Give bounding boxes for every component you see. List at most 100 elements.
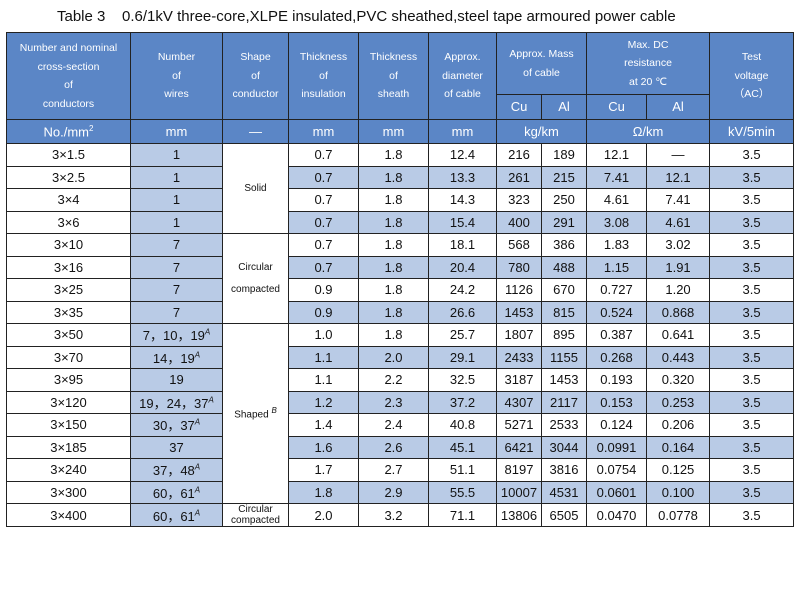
cell-res-cu: 0.0470	[586, 503, 648, 527]
wires-note: A	[194, 350, 201, 360]
table-row: 3×2.5 1 0.7 1.8 13.3 261 215 7.41 12.1 3.5	[6, 165, 795, 189]
cell-mass-al: 215	[540, 165, 588, 189]
cell-insulation: 1.4	[288, 413, 359, 437]
cell-wires: 1	[130, 165, 223, 189]
wires-value: 14，19	[152, 350, 195, 366]
cell-sheath: 1.8	[358, 255, 429, 279]
cell-insulation: 0.7	[288, 255, 359, 279]
cell-diameter: 12.4	[428, 143, 497, 167]
cell-sheath: 2.3	[358, 390, 429, 414]
cell-sheath: 2.7	[358, 458, 429, 482]
cell-res-cu: 0.0601	[586, 480, 648, 504]
cell-insulation: 1.6	[288, 435, 359, 459]
unit-conductors: No./mm2	[6, 119, 131, 144]
wires-value: 7	[172, 237, 181, 253]
cell-voltage: 3.5	[709, 188, 795, 212]
cell-diameter: 37.2	[428, 390, 497, 414]
unit-sheath: mm	[358, 119, 429, 144]
cell-wires: 60，61A	[130, 480, 223, 504]
cell-shape: Solid	[222, 143, 289, 234]
table-row: 3×400 60，61A Circular compacted 2.0 3.2 71.1 1…	[6, 503, 795, 527]
header-mass-al: Al	[540, 94, 588, 120]
cell-res-cu: 0.524	[586, 300, 648, 324]
cell-mass-cu: 1453	[496, 300, 542, 324]
cell-sheath: 2.9	[358, 480, 429, 504]
cell-insulation: 1.7	[288, 458, 359, 482]
cell-mass-cu: 216	[496, 143, 542, 167]
cell-mass-al: 3044	[540, 435, 588, 459]
cell-shape: Shaped B	[222, 323, 289, 504]
cell-insulation: 0.7	[288, 233, 359, 257]
cell-res-cu: 12.1	[586, 143, 648, 167]
cell-size: 3×185	[6, 435, 131, 459]
cell-wires: 14，19A	[130, 345, 223, 369]
cell-mass-al: 1453	[540, 368, 588, 392]
cell-res-al: 7.41	[646, 188, 711, 212]
cell-diameter: 13.3	[428, 165, 497, 189]
cell-size: 3×2.5	[6, 165, 131, 189]
cell-diameter: 15.4	[428, 210, 497, 234]
table-row: 3×1.5 1 Solid 0.7 1.8 12.4 216 189 12.1—3.5	[6, 143, 795, 234]
cell-sheath: 1.8	[358, 165, 429, 189]
cell-voltage: 3.5	[709, 165, 795, 189]
cell-res-al: 0.320	[646, 368, 711, 392]
cell-res-cu: 0.153	[586, 390, 648, 414]
cell-voltage: 3.5	[709, 233, 795, 257]
cell-voltage: 3.5	[709, 435, 795, 459]
cell-insulation: 0.7	[288, 188, 359, 212]
table-row: 3×120 19，24，37A 1.2 2.3 37.2 4307 2117 0.153 0.2…	[6, 390, 795, 414]
cell-diameter: 25.7	[428, 323, 497, 347]
table-row: 3×10 7 Circular compacted 0.7 1.8 18.1 568 386 1…	[6, 233, 795, 324]
cell-size: 3×4	[6, 188, 131, 212]
wires-value: 1	[172, 147, 181, 163]
cell-mass-al: 189	[540, 143, 588, 167]
unit-voltage: kV/5min	[709, 119, 795, 144]
cell-res-al: 0.641	[646, 323, 711, 347]
cell-res-cu: 0.0754	[586, 458, 648, 482]
cell-size: 3×400	[6, 503, 131, 527]
cell-size: 3×35	[6, 300, 131, 324]
cell-res-cu: 1.15	[586, 255, 648, 279]
cell-wires: 7，10，19A	[130, 323, 223, 347]
wires-note: A	[194, 508, 201, 518]
table-row: 3×25 7 0.9 1.8 24.2 1126 670 0.727 1.20 3.5	[6, 278, 795, 302]
header-insulation: Thickness of insulation	[288, 32, 359, 120]
cell-res-cu: 0.387	[586, 323, 648, 347]
cell-voltage: 3.5	[709, 480, 795, 504]
cell-res-al: —	[646, 143, 711, 167]
cell-wires: 1	[130, 143, 223, 167]
cell-wires: 19，24，37A	[130, 390, 223, 414]
cell-mass-cu: 568	[496, 233, 542, 257]
cell-res-cu: 1.83	[586, 233, 648, 257]
cell-res-cu: 4.61	[586, 188, 648, 212]
cell-res-al: 0.0778	[646, 503, 711, 527]
cell-res-al: 12.1	[646, 165, 711, 189]
page-title: Table 3 0.6/1kV three-core,XLPE insulate…	[57, 8, 676, 25]
cell-wires: 7	[130, 300, 223, 324]
header-shape: Shape of conductor	[222, 32, 289, 120]
cell-voltage: 3.5	[709, 300, 795, 324]
cell-sheath: 2.2	[358, 368, 429, 392]
cell-res-cu: 0.0991	[586, 435, 648, 459]
cell-wires: 7	[130, 278, 223, 302]
cell-wires: 7	[130, 255, 223, 279]
cell-size: 3×120	[6, 390, 131, 414]
cell-voltage: 3.5	[709, 345, 795, 369]
unit-resistance: Ω/km	[586, 119, 711, 144]
cell-voltage: 3.5	[709, 255, 795, 279]
table-row: 3×300 60，61A 1.8 2.9 55.5 10007 4531 0.0601 0.10…	[6, 480, 795, 504]
cell-diameter: 29.1	[428, 345, 497, 369]
cell-sheath: 1.8	[358, 323, 429, 347]
cell-wires: 1	[130, 188, 223, 212]
cell-wires: 60，61A	[130, 503, 223, 527]
cell-sheath: 1.8	[358, 300, 429, 324]
wires-value: 1	[172, 192, 181, 208]
cell-mass-cu: 400	[496, 210, 542, 234]
wires-value: 37，48	[152, 463, 195, 479]
wires-note: A	[194, 485, 201, 495]
wires-note: A	[194, 462, 201, 472]
cell-res-cu: 7.41	[586, 165, 648, 189]
wires-value: 60，61	[152, 485, 195, 501]
cell-size: 3×6	[6, 210, 131, 234]
cell-wires: 19	[130, 368, 223, 392]
